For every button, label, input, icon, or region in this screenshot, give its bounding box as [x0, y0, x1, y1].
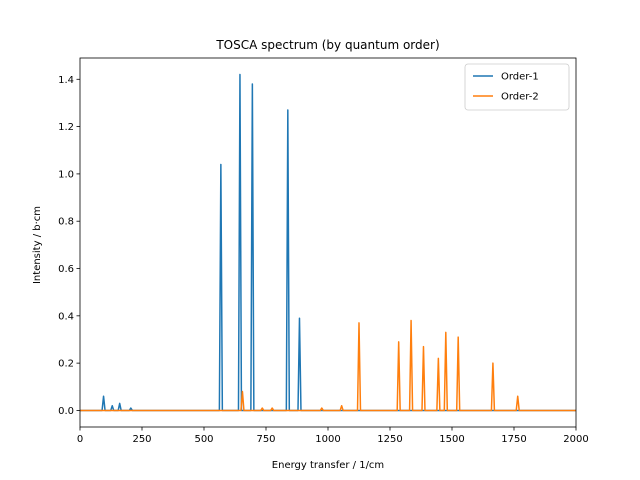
y-tick-label: 1.4 [58, 75, 74, 86]
x-tick-label: 500 [194, 434, 213, 445]
x-tick-label: 2000 [563, 434, 588, 445]
x-tick-label: 0 [77, 434, 83, 445]
legend-label-order-2: Order-2 [501, 92, 539, 103]
y-tick-label: 0.4 [58, 311, 74, 322]
y-tick-label: 0.0 [58, 406, 74, 417]
x-tick-label: 750 [256, 434, 275, 445]
y-axis-title: Intensity / b·cm [32, 206, 43, 284]
chart-title: TOSCA spectrum (by quantum order) [215, 38, 439, 52]
y-tick-label: 0.8 [58, 217, 74, 228]
x-tick-label: 1500 [439, 434, 464, 445]
y-tick-label: 1.0 [58, 169, 74, 180]
x-tick-label: 1250 [377, 434, 402, 445]
y-tick-label: 0.6 [58, 264, 74, 275]
legend: Order-1 Order-2 [464, 63, 570, 111]
y-tick-label: 0.2 [58, 359, 74, 370]
series-line-order-1 [80, 73, 576, 412]
x-axis-title: Energy transfer / 1/cm [272, 460, 384, 471]
x-tick-label: 250 [132, 434, 151, 445]
x-tick-label: 1000 [315, 434, 340, 445]
series-line-order-2 [80, 319, 576, 412]
x-tick-label: 1750 [501, 434, 526, 445]
y-tick-label: 1.2 [58, 122, 74, 133]
legend-label-order-1: Order-1 [501, 72, 539, 83]
